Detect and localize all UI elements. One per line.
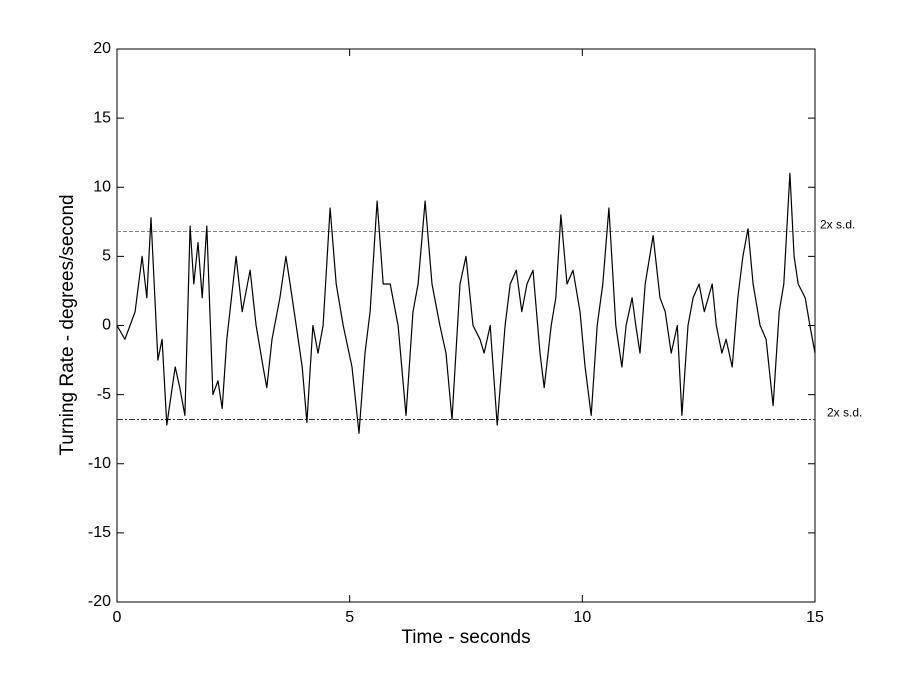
y-tick-label: -20 bbox=[88, 593, 111, 610]
y-tick-label: 0 bbox=[102, 317, 111, 334]
y-tick-label: -10 bbox=[88, 455, 111, 472]
y-tick-label: -5 bbox=[97, 386, 111, 403]
x-tick-label: 0 bbox=[113, 609, 122, 626]
y-tick-label: 10 bbox=[93, 178, 111, 195]
y-tick-label: -15 bbox=[88, 524, 111, 541]
x-tick-label: 10 bbox=[573, 609, 591, 626]
x-tick-label: 15 bbox=[806, 609, 824, 626]
y-tick-label: 15 bbox=[93, 109, 111, 126]
plot-frame bbox=[116, 48, 816, 603]
x-axis-label: Time - seconds bbox=[401, 627, 530, 648]
reference-label: 2x s.d. bbox=[820, 218, 855, 232]
reference-label: 2x s.d. bbox=[827, 406, 862, 420]
x-tick-label: 5 bbox=[345, 609, 354, 626]
y-tick-label: 5 bbox=[102, 248, 111, 265]
data-line bbox=[116, 172, 816, 434]
y-axis-label: Turning Rate - degrees/second bbox=[57, 194, 78, 455]
y-tick-label: 20 bbox=[93, 40, 111, 57]
